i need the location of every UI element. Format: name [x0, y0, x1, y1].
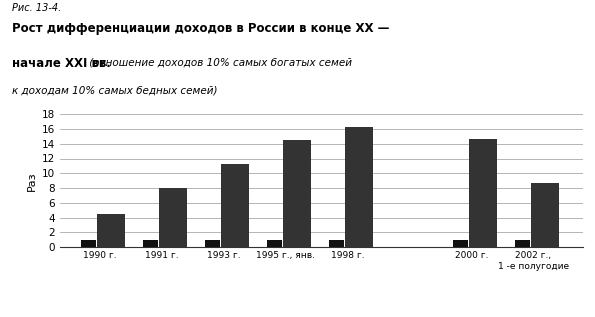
Bar	[283, 140, 311, 247]
Text: к доходам 10% самых бедных семей): к доходам 10% самых бедных семей)	[12, 86, 217, 96]
Bar	[453, 240, 468, 247]
Bar	[97, 214, 125, 247]
Bar	[469, 139, 497, 247]
Text: начале XXI вв.: начале XXI вв.	[12, 57, 111, 70]
Text: Рост дифференциации доходов в России в конце XX —: Рост дифференциации доходов в России в к…	[12, 22, 389, 35]
Bar	[267, 240, 282, 247]
Bar	[328, 240, 345, 247]
Bar	[345, 127, 372, 247]
Text: (отношение доходов 10% самых богатых семей: (отношение доходов 10% самых богатых сем…	[86, 57, 352, 67]
Bar	[205, 240, 220, 247]
Bar	[159, 188, 187, 247]
Y-axis label: Раз: Раз	[27, 171, 37, 191]
Text: Рис. 13-4.: Рис. 13-4.	[12, 3, 61, 13]
Bar	[81, 240, 96, 247]
Bar	[531, 183, 559, 247]
Bar	[221, 165, 249, 247]
Bar	[143, 240, 158, 247]
Bar	[515, 240, 530, 247]
